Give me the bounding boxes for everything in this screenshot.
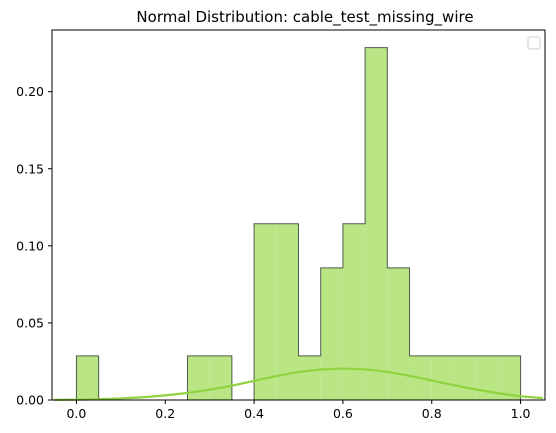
histogram-bar — [187, 355, 210, 400]
histogram-bar — [342, 223, 366, 400]
histogram-bar — [209, 355, 232, 400]
chart-title: Normal Distribution: cable_test_missing_… — [136, 8, 473, 27]
x-tick-label: 0.4 — [244, 406, 264, 421]
x-tick-label: 0.6 — [333, 406, 353, 421]
histogram-bar — [365, 47, 388, 400]
histogram-bar — [453, 355, 477, 400]
plot-area-frame — [51, 29, 546, 401]
histogram-bars — [75, 47, 522, 400]
density-curve — [54, 367, 543, 401]
y-tick-label: 0.10 — [16, 238, 44, 253]
histogram-bar — [254, 223, 277, 400]
histogram-bar — [387, 267, 410, 400]
histogram-outline — [75, 47, 522, 400]
density-curve-layer — [54, 367, 543, 401]
x-tick-label: 1.0 — [511, 406, 531, 421]
histogram-bar — [298, 355, 321, 400]
x-axis: 0.0 0.2 0.4 0.6 0.8 1.0 — [66, 400, 531, 421]
y-tick-label: 0.00 — [16, 393, 44, 408]
y-axis: 0.00 0.05 0.10 0.15 0.20 — [16, 84, 52, 408]
y-tick-label: 0.20 — [16, 84, 44, 99]
histogram-bar — [76, 355, 99, 400]
histogram-bar — [498, 355, 521, 400]
histogram-bar — [431, 355, 454, 400]
histogram-bar — [320, 267, 343, 400]
y-tick-label: 0.15 — [16, 161, 44, 176]
x-tick-label: 0.0 — [66, 406, 86, 421]
legend-box — [527, 36, 541, 50]
x-tick-label: 0.8 — [422, 406, 442, 421]
histogram-bar — [276, 223, 299, 400]
y-tick-label: 0.05 — [16, 315, 44, 330]
x-tick-label: 0.2 — [155, 406, 175, 421]
histogram-bar — [476, 355, 499, 400]
